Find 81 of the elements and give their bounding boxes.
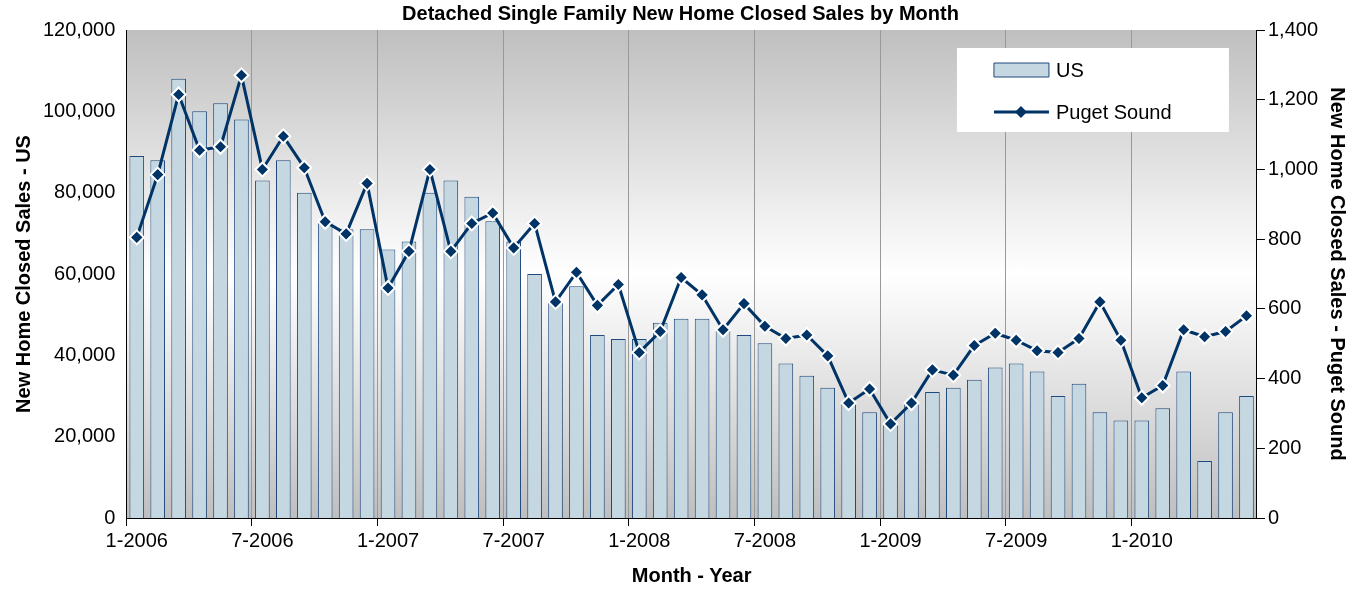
y2-tick-label: 800 [1267, 226, 1302, 249]
point [1050, 344, 1067, 361]
x-tick-label: 1-2010 [1110, 528, 1173, 551]
point [463, 215, 480, 232]
y-tick-label: 20,000 [54, 424, 116, 447]
point [631, 344, 648, 361]
y2-tick-label: 1,000 [1267, 156, 1319, 179]
point [212, 138, 229, 155]
point [1070, 330, 1087, 347]
point [484, 205, 501, 221]
point [149, 166, 166, 183]
point [128, 229, 145, 246]
y2-tick-label: 0 [1267, 505, 1280, 528]
legend-label: Puget Sound [1055, 100, 1172, 123]
point [715, 321, 732, 338]
y-tick-label: 60,000 [54, 261, 116, 284]
point [1175, 321, 1192, 338]
point [317, 213, 334, 230]
point [380, 279, 397, 296]
point [505, 239, 522, 256]
y2-axis-title: New Home Closed Sales - Puget Sound [1327, 87, 1350, 461]
x-axis-title: Month - Year [631, 563, 752, 586]
point [966, 337, 983, 354]
y-tick-label: 0 [104, 505, 116, 528]
point [442, 243, 459, 260]
point [987, 325, 1004, 342]
x-tick-label: 1-2008 [608, 528, 671, 551]
y2-tick-label: 1,400 [1267, 17, 1319, 40]
point [568, 264, 585, 281]
point [798, 327, 815, 343]
y-tick-label: 80,000 [54, 180, 116, 203]
point [254, 161, 271, 178]
point [400, 243, 417, 260]
point [547, 293, 564, 310]
point [1029, 342, 1046, 359]
point [421, 161, 438, 178]
y-tick-label: 100,000 [43, 98, 116, 121]
point [1091, 293, 1108, 310]
point [882, 415, 899, 432]
x-tick-label: 7-2008 [733, 528, 797, 551]
point [589, 297, 606, 314]
point [924, 361, 941, 378]
point [819, 347, 836, 364]
point [170, 86, 187, 103]
y2-tick-label: 1,200 [1267, 87, 1319, 110]
point [1196, 328, 1213, 345]
x-tick-label: 7-2006 [231, 528, 294, 551]
y2-tick-label: 600 [1267, 296, 1302, 319]
chart-title: Detached Single Family New Home Closed Sales by Month [402, 1, 959, 24]
legend-label: US [1055, 58, 1084, 81]
point [1154, 377, 1171, 394]
x-tick-label: 7-2007 [482, 528, 545, 551]
point [1008, 332, 1025, 349]
point [1217, 323, 1234, 340]
point [777, 330, 794, 347]
point [526, 215, 543, 232]
y-tick-label: 40,000 [54, 342, 116, 365]
point [903, 394, 920, 411]
point [359, 175, 376, 192]
point [756, 318, 773, 335]
y2-tick-label: 400 [1267, 366, 1302, 389]
point [191, 142, 208, 159]
y2-tick-label: 200 [1267, 435, 1302, 458]
point [1112, 332, 1129, 349]
point [233, 67, 250, 84]
point [840, 394, 857, 411]
point [296, 159, 313, 176]
x-tick-label: 1-2006 [105, 528, 168, 551]
point [652, 323, 669, 340]
point [338, 225, 355, 242]
y-tick-label: 120,000 [43, 17, 116, 40]
point [861, 381, 878, 398]
x-tick-label: 7-2009 [985, 528, 1048, 551]
point [275, 128, 292, 145]
point [735, 295, 752, 312]
x-tick-label: 1-2007 [356, 528, 420, 551]
y-axis-title: New Home Closed Sales - US [11, 135, 34, 413]
point [1133, 389, 1150, 406]
point [945, 367, 962, 384]
point [1238, 307, 1255, 324]
x-tick-label: 1-2009 [859, 528, 922, 551]
